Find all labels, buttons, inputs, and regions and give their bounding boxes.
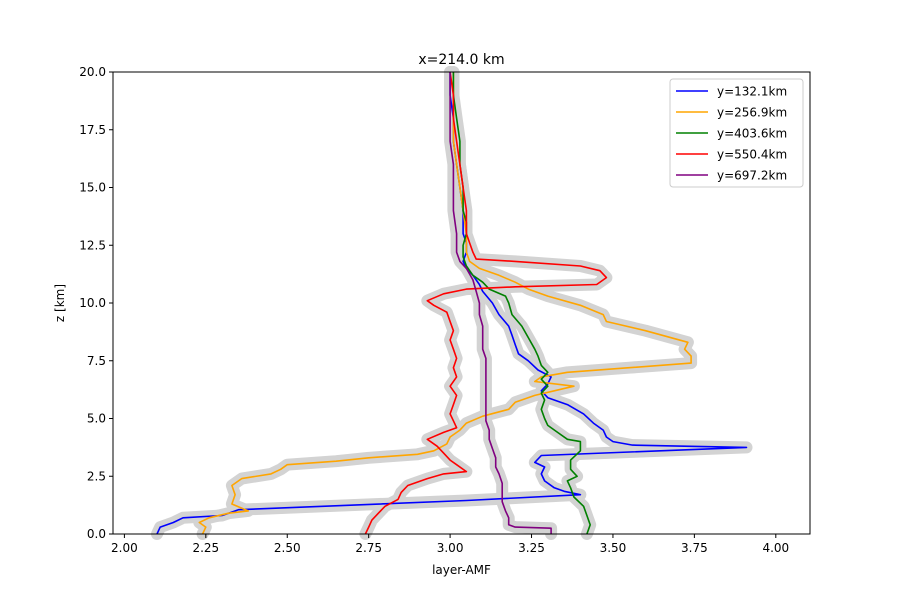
legend-label: y=132.1km [717,85,787,99]
y-tick-label: 12.5 [79,238,106,252]
y-axis-ticks: 0.0 2.5 5.0 7.5 10.0 12.5 15.0 17.5 20.0 [79,65,113,541]
x-tick-label: 2.00 [111,541,138,555]
y-tick-label: 10.0 [79,296,106,310]
x-axis-ticks: 2.00 2.25 2.50 2.75 3.00 3.25 3.50 3.75 4.00 [111,534,789,555]
legend-label: y=403.6km [717,127,787,141]
series-line-5 [449,72,552,534]
legend: y=132.1km y=256.9km y=403.6km y=550.4km y=69… [669,78,804,188]
y-tick-label: 15.0 [79,181,106,195]
chart-title: x=214.0 km [418,52,504,68]
x-tick-label: 3.25 [518,541,545,555]
y-tick-label: 2.5 [87,469,106,483]
y-axis-label: z [km] [53,284,67,322]
x-tick-label: 2.25 [192,541,219,555]
legend-box [669,78,804,188]
series-line-2 [198,72,692,535]
x-tick-label: 3.75 [681,541,708,555]
series-line-4 [364,71,608,535]
x-axis-label: layer-AMF [432,563,491,577]
legend-label: y=697.2km [717,169,787,183]
y-tick-label: 0.0 [87,527,106,541]
x-tick-label: 2.75 [355,541,382,555]
x-tick-label: 3.00 [437,541,464,555]
y-tick-label: 17.5 [79,123,106,137]
y-tick-label: 7.5 [87,354,106,368]
x-tick-label: 2.50 [274,541,301,555]
y-tick-label: 20.0 [79,65,106,79]
x-tick-label: 3.50 [600,541,627,555]
y-tick-label: 5.0 [87,412,106,426]
legend-label: y=550.4km [717,148,787,162]
x-tick-label: 4.00 [762,541,789,555]
legend-label: y=256.9km [717,106,787,120]
series-lines [156,71,748,535]
